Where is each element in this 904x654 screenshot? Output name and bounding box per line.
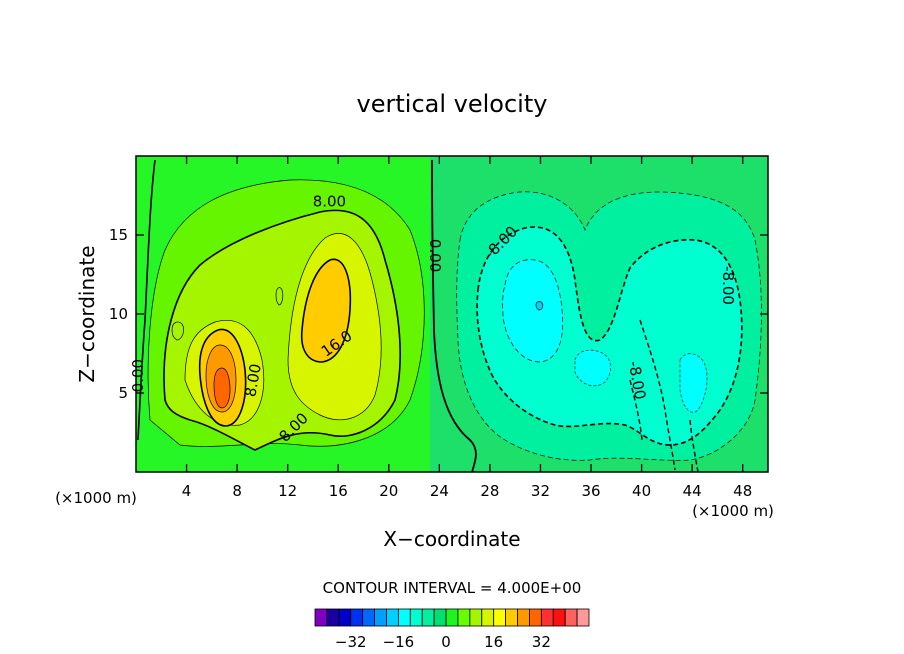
colorbar-swatch: [397, 608, 411, 627]
colorbar-swatch: [326, 608, 340, 627]
colorbar-swatch: [374, 608, 387, 627]
y-axis-label: Z−coordinate: [75, 245, 99, 382]
x-unit-left: (×1000 m): [55, 489, 137, 507]
colorbar-swatch: [350, 608, 364, 627]
colorbar-swatch: [564, 608, 578, 627]
contour-label: 8.00: [313, 192, 346, 210]
x-tick-label: 40: [632, 482, 651, 500]
turbulent-neg-cells: [574, 349, 708, 413]
bottom-dash-contours: [629, 319, 699, 472]
x-tick-label: 20: [379, 482, 398, 500]
contour-dot-neg-16: [535, 301, 544, 311]
colorbar-swatch: [445, 608, 459, 627]
x-tick-label: 48: [733, 482, 752, 500]
colorbar-swatch: [457, 608, 471, 627]
x-tick-label: 44: [683, 482, 702, 500]
colorbar-swatch: [409, 608, 423, 627]
colorbar-tick-label: −32: [335, 633, 367, 651]
colorbar-swatch: [433, 608, 447, 627]
x-tick-label: 24: [430, 482, 449, 500]
colorbar-swatch: [529, 608, 542, 627]
contour-interval-text: CONTOUR INTERVAL = 4.000E+00: [323, 579, 582, 597]
colorbar-swatch: [552, 608, 566, 627]
colorbar-tick-label: −16: [383, 633, 415, 651]
colorbar-swatch: [493, 608, 507, 627]
x-tick-label: 32: [531, 482, 550, 500]
x-axis-ticks: 4 8 12 16 20 24 28 32 36 40 44 48: [182, 156, 752, 500]
x-tick-label: 8: [232, 482, 242, 500]
colorbar-swatch: [481, 608, 495, 627]
contour-fill-neg-12: [502, 259, 563, 363]
colorbar-swatch: [386, 608, 399, 627]
colorbar-swatch: [314, 608, 328, 627]
colorbar-swatch: [505, 608, 518, 627]
plot-area: [136, 156, 768, 472]
colorbar: −32 −16 0 16 32: [314, 608, 590, 651]
colorbar-tick-label: 32: [532, 633, 551, 651]
colorbar-swatch: [362, 608, 375, 627]
colorbar-swatch: [469, 608, 483, 627]
contour-label: 0.00: [129, 359, 147, 392]
x-tick-label: 36: [581, 482, 600, 500]
colorbar-tick-label: 16: [484, 633, 503, 651]
small-cell-pos-2: [275, 287, 284, 306]
y-tick-label: 10: [109, 305, 128, 323]
contour-fill-pos-24: [213, 367, 231, 409]
colorbar-swatch: [421, 608, 435, 627]
colorbar-swatch: [540, 608, 554, 627]
contour-fill-pos-16b: [300, 258, 352, 363]
colorbar-swatch: [517, 608, 530, 627]
y-tick-label: 15: [109, 226, 128, 244]
chart-title: vertical velocity: [357, 90, 548, 118]
x-axis-label: X−coordinate: [383, 527, 520, 551]
x-tick-label: 16: [329, 482, 348, 500]
x-tick-label: 12: [278, 482, 297, 500]
y-tick-label: 5: [118, 384, 128, 402]
colorbar-tick-label: 0: [441, 633, 451, 651]
contour-label: -8.00: [719, 266, 737, 305]
small-cell-pos: [171, 321, 184, 341]
x-tick-label: 28: [480, 482, 499, 500]
contour-label: 8.00: [241, 362, 265, 398]
colorbar-swatch: [338, 608, 352, 627]
x-tick-label: 4: [182, 482, 192, 500]
x-unit-right: (×1000 m): [692, 502, 774, 520]
zero-contour: [431, 159, 477, 472]
colorbar-swatch: [576, 608, 590, 627]
zero-contour-left: [137, 159, 156, 441]
contour-label: 0.00: [426, 239, 444, 272]
y-axis-ticks: 5 10 15: [109, 226, 768, 402]
